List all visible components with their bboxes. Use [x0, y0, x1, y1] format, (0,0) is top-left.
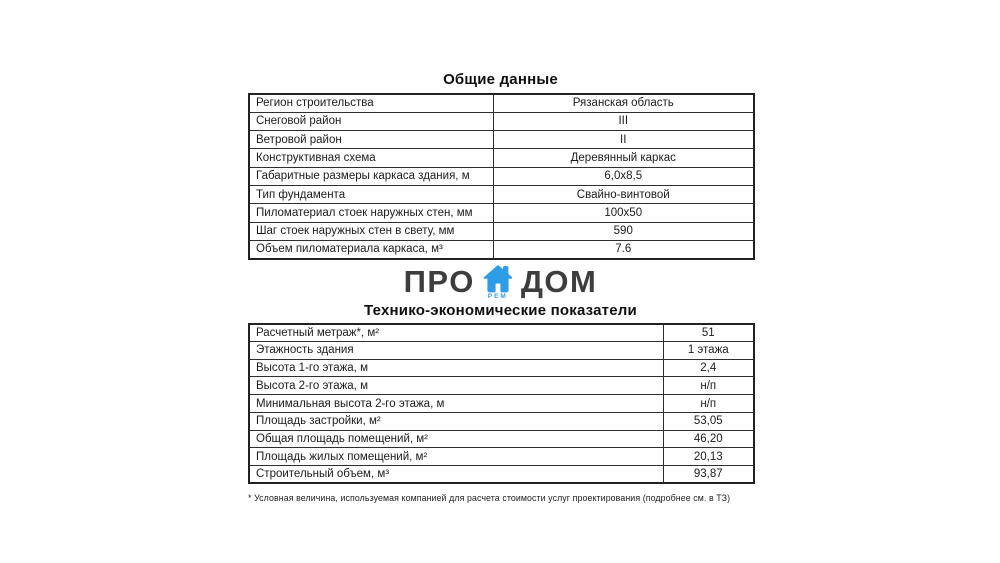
footnote: * Условная величина, используемая компан…	[248, 493, 731, 504]
table-row: Шаг стоек наружных стен в свету, мм 590	[248, 221, 755, 241]
indicators-table-title: Технико-экономические показатели	[364, 301, 637, 319]
row-label: Расчетный метраж*, м²	[248, 323, 664, 342]
row-label: Пиломатериал стоек наружных стен, мм	[248, 203, 494, 223]
row-value: Рязанская область	[492, 93, 755, 113]
row-label: Этажность здания	[248, 340, 664, 360]
table-row: Пиломатериал стоек наружных стен, мм 100х…	[248, 203, 755, 223]
row-label: Площадь жилых помещений, м²	[248, 447, 664, 467]
row-value: н/п	[662, 394, 755, 413]
row-label: Тип фундамента	[248, 184, 494, 205]
house-icon: РЕМ	[482, 264, 514, 299]
table-row: Высота 1-го этажа, м 2,4	[248, 358, 755, 378]
table-row: Высота 2-го этажа, м н/п	[248, 376, 755, 396]
logo-text-pro: ПРО	[403, 263, 475, 299]
table-row: Конструктивная схема Деревянный каркас	[248, 148, 755, 168]
row-value: 7.6	[492, 239, 755, 260]
company-logo: ПРО РЕМ ДОМ	[248, 263, 753, 300]
table-row: Тип фундамента Свайно-винтовой	[248, 184, 755, 205]
row-label: Шаг стоек наружных стен в свету, мм	[248, 221, 494, 241]
row-value: II	[492, 130, 755, 150]
row-label: Минимальная высота 2-го этажа, м	[248, 394, 664, 413]
indicators-table: Расчетный метраж*, м² 51 Этажность здания 1…	[248, 322, 755, 485]
row-value: Деревянный каркас	[492, 148, 755, 168]
table-row: Габаритные размеры каркаса здания, м 6,0х…	[248, 166, 755, 186]
row-value: 51	[662, 323, 755, 342]
table-row: Объем пиломатериала каркаса, м³ 7.6	[248, 239, 755, 260]
row-label: Высота 2-го этажа, м	[248, 376, 664, 396]
table-row: Ветровой район II	[248, 130, 755, 150]
table-row: Регион строительства Рязанская область	[248, 93, 755, 113]
row-label: Общая площадь помещений, м²	[248, 429, 664, 449]
row-value: 100х50	[492, 203, 755, 223]
row-label: Снеговой район	[248, 111, 494, 132]
row-value: 590	[492, 221, 755, 241]
row-value: 20,13	[662, 447, 755, 467]
row-value: Свайно-винтовой	[492, 184, 755, 205]
logo-sub-rem: РЕМ	[487, 292, 508, 300]
indicators-table-body: Расчетный метраж*, м² 51 Этажность здания 1…	[248, 323, 755, 484]
table-row: Минимальная высота 2-го этажа, м н/п	[248, 394, 755, 413]
document-page: Общие данные Регион строительства Рязанск…	[248, 70, 755, 504]
row-label: Площадь застройки, м²	[248, 411, 664, 431]
logo-text-dom: ДОМ	[520, 263, 598, 299]
row-value: н/п	[662, 376, 755, 396]
table-row: Площадь жилых помещений, м² 20,13	[248, 447, 755, 467]
row-value: 93,87	[662, 465, 755, 484]
row-label: Конструктивная схема	[248, 148, 494, 168]
row-label: Строительный объем, м³	[248, 465, 664, 484]
table-row: Снеговой район III	[248, 111, 755, 132]
row-value: 53,05	[662, 411, 755, 431]
table-row: Этажность здания 1 этажа	[248, 340, 755, 360]
general-table: Регион строительства Рязанская область Сне…	[248, 93, 755, 260]
row-value: 2,4	[662, 358, 755, 378]
general-table-title: Общие данные	[443, 71, 558, 88]
general-table-body: Регион строительства Рязанская область Сне…	[248, 93, 755, 260]
row-label: Объем пиломатериала каркаса, м³	[248, 239, 494, 260]
row-value: 1 этажа	[662, 340, 755, 360]
row-label: Габаритные размеры каркаса здания, м	[248, 166, 494, 186]
row-label: Регион строительства	[248, 93, 494, 113]
row-value: 46,20	[662, 429, 755, 449]
row-label: Ветровой район	[248, 130, 494, 150]
row-label: Высота 1-го этажа, м	[248, 358, 664, 378]
row-value: III	[492, 111, 755, 132]
row-value: 6,0х8,5	[492, 166, 755, 186]
table-row: Расчетный метраж*, м² 51	[248, 323, 755, 342]
table-row: Площадь застройки, м² 53,05	[248, 411, 755, 431]
table-row: Общая площадь помещений, м² 46,20	[248, 429, 755, 449]
table-row: Строительный объем, м³ 93,87	[248, 465, 755, 484]
